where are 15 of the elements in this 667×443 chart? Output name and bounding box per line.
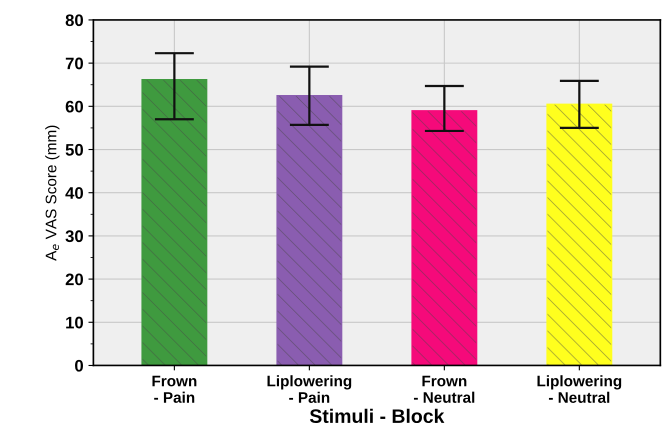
y-tick-label: 80 xyxy=(66,14,83,26)
y-axis-title: A$_{e}$ VAS Score (mm) xyxy=(45,126,60,261)
x-tick-label: Liplowering - Neutral xyxy=(538,375,622,403)
y-tick-label: 50 xyxy=(66,144,83,156)
x-tick-label: Frown - Neutral xyxy=(414,376,474,403)
x-axis-title: Stimuli - Block xyxy=(310,408,444,424)
y-tick-label: 20 xyxy=(66,273,83,286)
y-tick-label: 10 xyxy=(66,316,83,328)
x-tick-label: Frown - Pain xyxy=(152,376,196,403)
x-tick-label: Liplowering - Pain xyxy=(268,375,352,403)
y-tick-label: 30 xyxy=(66,230,83,242)
y-tick-label: 70 xyxy=(66,58,83,70)
y-tick-label: 0 xyxy=(75,360,83,372)
y-tick-label: 60 xyxy=(66,100,83,113)
y-tick-label: 40 xyxy=(65,187,83,199)
